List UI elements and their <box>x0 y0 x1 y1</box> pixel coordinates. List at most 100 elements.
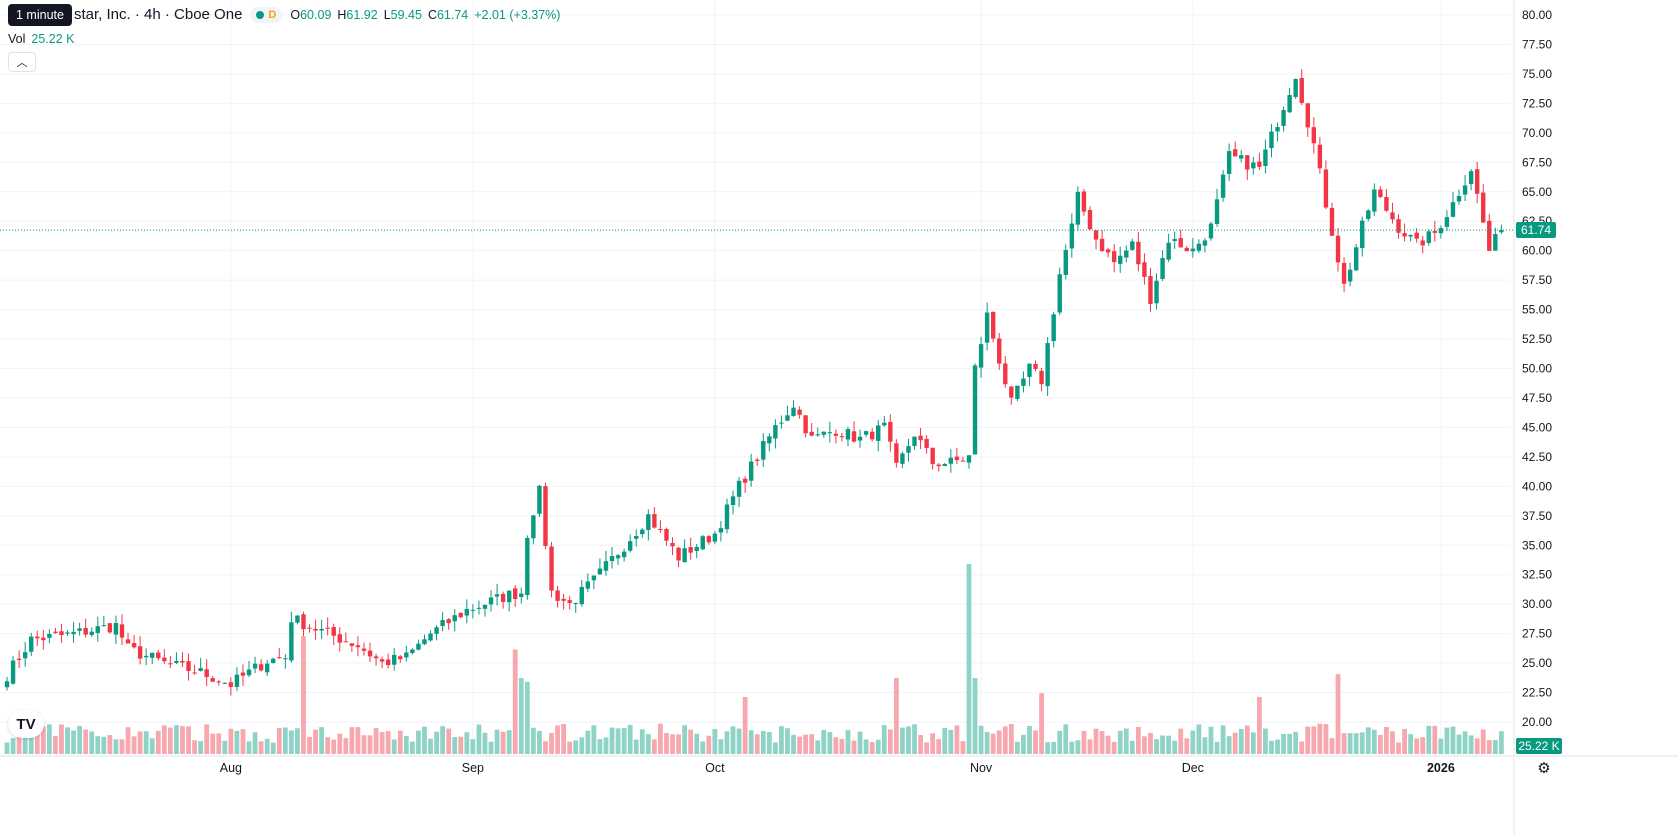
candle-body <box>1281 110 1286 126</box>
volume-bar <box>779 726 784 754</box>
volume-bar <box>1099 731 1105 754</box>
volume-bar <box>210 733 216 754</box>
volume-bar <box>537 730 542 754</box>
candle-body <box>1130 241 1135 250</box>
candle-body <box>1299 78 1304 103</box>
volume-bar <box>1220 725 1226 754</box>
candle-body <box>549 546 554 591</box>
candle-body <box>730 496 736 505</box>
symbol-title[interactable]: star, Inc. · 4h · Cboe One <box>74 6 243 23</box>
volume-bar <box>724 731 730 754</box>
candle-body <box>1378 189 1383 198</box>
volume-bar <box>494 729 500 754</box>
candle-body <box>1384 197 1389 211</box>
volume-bar <box>543 741 548 754</box>
candle-body <box>1420 240 1425 246</box>
volume-bar <box>984 732 990 754</box>
volume-bar <box>815 740 821 754</box>
candle-body <box>1474 169 1480 194</box>
volume-bar <box>1021 734 1026 754</box>
volume-bar <box>1456 734 1462 754</box>
candle-body <box>1311 127 1317 144</box>
volume-bar <box>1365 727 1371 754</box>
volume-bar <box>1039 693 1044 754</box>
volume-value: 25.22 K <box>31 32 75 46</box>
candle-body <box>1293 78 1298 97</box>
volume-bar <box>367 735 373 754</box>
candle-body <box>700 536 705 550</box>
candle-body <box>416 643 421 650</box>
candle-body <box>246 669 252 676</box>
candle-body <box>688 547 693 553</box>
candle-body <box>234 674 240 687</box>
volume-bar <box>1202 737 1208 754</box>
candle-body <box>1432 230 1438 233</box>
interval-tooltip: 1 minute <box>8 4 72 26</box>
volume-bar <box>46 724 52 754</box>
volume-bar <box>1347 733 1353 754</box>
volume-bar <box>228 728 234 754</box>
volume-bar <box>694 733 700 754</box>
candle-body <box>379 659 385 662</box>
candle-body <box>609 556 615 562</box>
candle-body <box>385 659 391 666</box>
candle-body <box>1160 257 1165 279</box>
volume-bar <box>670 734 675 754</box>
candle-body <box>761 440 766 460</box>
volume-bar <box>282 727 288 754</box>
y-tick-label: 57.50 <box>1522 273 1552 287</box>
volume-bar <box>434 731 439 754</box>
volume-bar <box>730 726 736 754</box>
candle-body <box>1075 191 1081 225</box>
candle-body <box>863 431 869 435</box>
volume-bar <box>59 724 64 754</box>
volume-bar <box>222 740 228 754</box>
candle-body <box>343 641 349 643</box>
y-tick-label: 35.00 <box>1522 538 1552 552</box>
volume-bar <box>597 739 603 754</box>
market-open-dot-icon <box>256 10 265 19</box>
candle-body <box>1481 192 1486 223</box>
last-price-tag: 61.74 <box>1516 222 1556 239</box>
volume-bar <box>1190 730 1196 754</box>
candle-body <box>1341 262 1347 284</box>
candle-body <box>71 631 76 635</box>
candle-body <box>1239 155 1244 159</box>
volume-bar <box>1396 742 1401 754</box>
candle-body <box>851 431 857 442</box>
volume-bar <box>658 723 663 754</box>
volume-bar <box>579 737 585 754</box>
volume-bar <box>1045 742 1051 754</box>
candle-body <box>1136 241 1141 265</box>
candle-body <box>500 593 506 602</box>
y-tick-label: 80.00 <box>1522 8 1552 22</box>
volume-bar <box>1142 736 1147 754</box>
volume-bar <box>712 728 718 754</box>
candle-body <box>452 615 457 622</box>
collapse-legend-button[interactable]: ︿ <box>8 52 36 72</box>
candle-body <box>724 504 730 530</box>
volume-legend[interactable]: Vol 25.22 K <box>8 32 74 46</box>
volume-bar <box>16 734 22 754</box>
market-status[interactable]: D <box>250 6 283 23</box>
volume-bar <box>1117 730 1123 754</box>
volume-bar <box>313 729 318 754</box>
volume-bar <box>664 732 669 754</box>
candle-body <box>131 643 137 648</box>
candle-body <box>531 515 536 539</box>
candle-body <box>1021 378 1026 386</box>
volume-bar <box>1093 728 1099 754</box>
candle-body <box>506 590 512 603</box>
candle-body <box>1257 161 1262 167</box>
volume-bar <box>1208 726 1214 754</box>
volume-bar <box>978 725 984 754</box>
candle-body <box>845 429 851 440</box>
volume-bar <box>1129 740 1135 754</box>
gear-icon[interactable]: ⚙ <box>1537 760 1551 777</box>
volume-bar <box>791 734 796 754</box>
candle-body <box>1051 314 1056 342</box>
candle-body <box>882 422 887 426</box>
candle-body <box>682 548 687 563</box>
tradingview-logo-icon[interactable]: TV <box>8 710 44 738</box>
